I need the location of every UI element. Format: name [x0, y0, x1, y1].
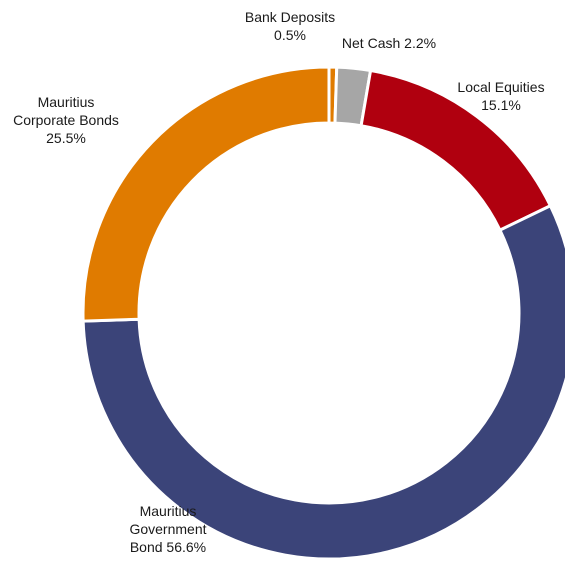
label-net-cash: Net Cash 2.2% — [342, 35, 436, 51]
label-bank-deposits: Bank Deposits 0.5% — [245, 9, 335, 43]
data-labels: Bank Deposits 0.5% Net Cash 2.2% Local Equi… — [13, 9, 545, 555]
slices — [81, 65, 565, 561]
slice-mauritius-government-bond — [81, 203, 565, 561]
label-local-equities: Local Equities 15.1% — [457, 79, 544, 113]
label-mauritius-corporate-bonds: Mauritius Corporate Bonds 25.5% — [13, 94, 119, 146]
label-mauritius-government-bond: Mauritius Government Bond 56.6% — [129, 503, 206, 555]
slice-mauritius-corporate-bonds — [81, 65, 331, 323]
